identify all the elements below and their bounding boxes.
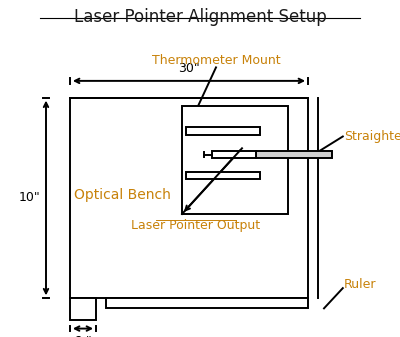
Text: Ruler: Ruler	[344, 278, 376, 291]
Bar	[70, 298, 96, 320]
Text: 10": 10"	[18, 191, 40, 205]
Bar	[182, 106, 288, 214]
Text: Optical Bench: Optical Bench	[74, 188, 170, 203]
Text: Laser Pointer Output: Laser Pointer Output	[132, 219, 260, 232]
Bar	[256, 151, 332, 158]
Bar	[70, 98, 308, 298]
Text: 30": 30"	[178, 62, 200, 75]
Bar	[106, 298, 308, 308]
Bar	[186, 172, 260, 179]
Text: Straightedge: Straightedge	[344, 130, 400, 143]
Text: Thermometer Mount: Thermometer Mount	[152, 54, 280, 67]
Text: Laser Pointer Alignment Setup: Laser Pointer Alignment Setup	[74, 8, 326, 26]
Bar	[212, 151, 256, 158]
Bar	[186, 127, 260, 135]
Text: 6 ": 6 "	[74, 335, 92, 337]
